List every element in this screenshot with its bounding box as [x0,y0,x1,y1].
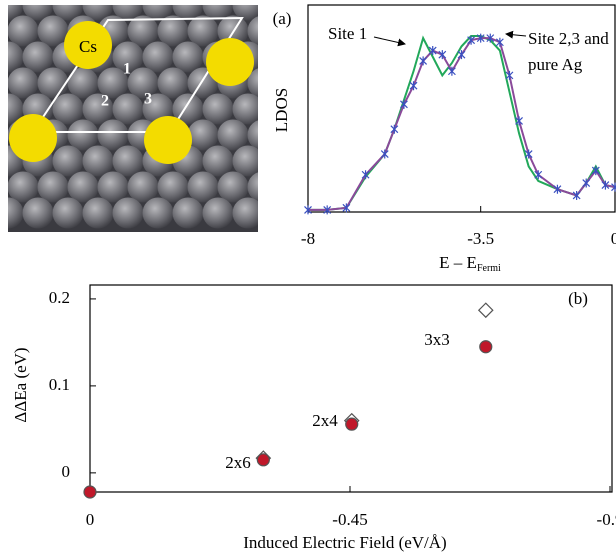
figure: (a) LDOS E – EFermi Site 1 Site 2,3 and … [0,0,616,554]
cs-atom [144,116,192,164]
x-tick-label: -8 [301,229,315,248]
ag-atom [263,146,294,177]
ag-atom [38,68,69,99]
data-marker [583,179,590,188]
plot-frame [90,285,612,492]
panel-label: (a) [273,9,292,28]
data-marker [420,56,427,65]
point-label: 2x4 [312,411,338,430]
ag-atom [233,146,264,177]
ag-atom [248,172,279,203]
x-axis-label: Induced Electric Field (eV/Å) [243,533,446,552]
ag-atom [113,146,144,177]
ag-atom [53,198,84,229]
ag-atom [173,198,204,229]
ag-atom [278,172,309,203]
ag-atom [143,42,174,73]
x-tick-label: -3.5 [467,229,494,248]
ag-atom [68,120,99,151]
y-tick-label: 0 [62,462,71,481]
ag-atom [38,172,69,203]
site-label: 3 [144,91,152,108]
ag-atom [23,198,54,229]
ag-atom [113,198,144,229]
ag-atom [263,198,294,229]
ag-atom [203,146,234,177]
ag-atom [128,172,159,203]
x-tick-label: 0 [86,510,95,529]
ag-atom [53,94,84,125]
x-axis-label: E – EFermi [439,253,501,274]
ag-atom [188,120,219,151]
cs-atom [9,114,57,162]
data-marker [506,71,513,80]
data-marker [535,170,542,179]
ag-atom [188,172,219,203]
y-axis-label: ΔΔEa (eV) [11,347,30,422]
site-label: 1 [123,61,131,78]
ag-atom [38,16,69,47]
ag-atom [68,172,99,203]
data-point [84,486,96,498]
data-point [346,418,358,430]
data-marker [525,150,532,159]
annotation-arrow [374,37,405,44]
data-marker [400,100,407,109]
data-marker [391,125,398,134]
annotation: pure Ag [528,55,583,74]
data-marker [458,50,465,59]
ag-atom [128,68,159,99]
y-tick-label: 0.1 [49,375,70,394]
x-tick-label: 0 [611,229,616,248]
ag-atom [233,94,264,125]
ag-atom [0,120,9,151]
annotation: Site 2,3 and [528,29,609,48]
ag-atom [143,198,174,229]
ag-atom [158,68,189,99]
ag-atom [113,94,144,125]
panel-label: (b) [568,289,588,308]
data-point [257,454,269,466]
atom-label: Cs [79,37,97,56]
ag-atom [203,94,234,125]
ag-atom [98,120,129,151]
y-axis-label: LDOS [272,88,291,132]
x-axis-label-sub: Fermi [477,263,501,274]
ag-atom [83,146,114,177]
ag-atom [233,198,264,229]
data-point [480,341,492,353]
y-tick-label: 0.2 [49,288,70,307]
x-tick-label: -0.9 [597,510,616,529]
cs-atom [206,38,254,86]
annotation-arrow [506,34,526,36]
ag-atom [158,172,189,203]
ag-atom [0,68,9,99]
annotation: Site 1 [328,24,367,43]
ag-atom [218,120,249,151]
point-label: 2x6 [225,453,251,472]
site-label: 2 [101,93,109,110]
ag-atom [188,16,219,47]
ag-atom [23,42,54,73]
data-point [479,303,493,317]
ag-atom [0,16,9,47]
x-tick-label: -0.45 [332,510,367,529]
ag-atom [218,172,249,203]
data-marker [448,67,455,76]
ag-atom [0,172,9,203]
ag-atom [263,42,294,73]
ag-atom [8,16,39,47]
ag-atom [8,68,39,99]
data-marker [410,81,417,90]
surface-illustration [0,0,309,232]
ag-atom [8,172,39,203]
ag-atom [203,198,234,229]
point-label: 3x3 [424,330,450,349]
ag-atom [98,172,129,203]
ag-atom [83,198,114,229]
data-marker [381,150,388,159]
ag-atom [173,42,204,73]
ag-atom [53,146,84,177]
x-axis-label-main: E – E [439,253,477,272]
